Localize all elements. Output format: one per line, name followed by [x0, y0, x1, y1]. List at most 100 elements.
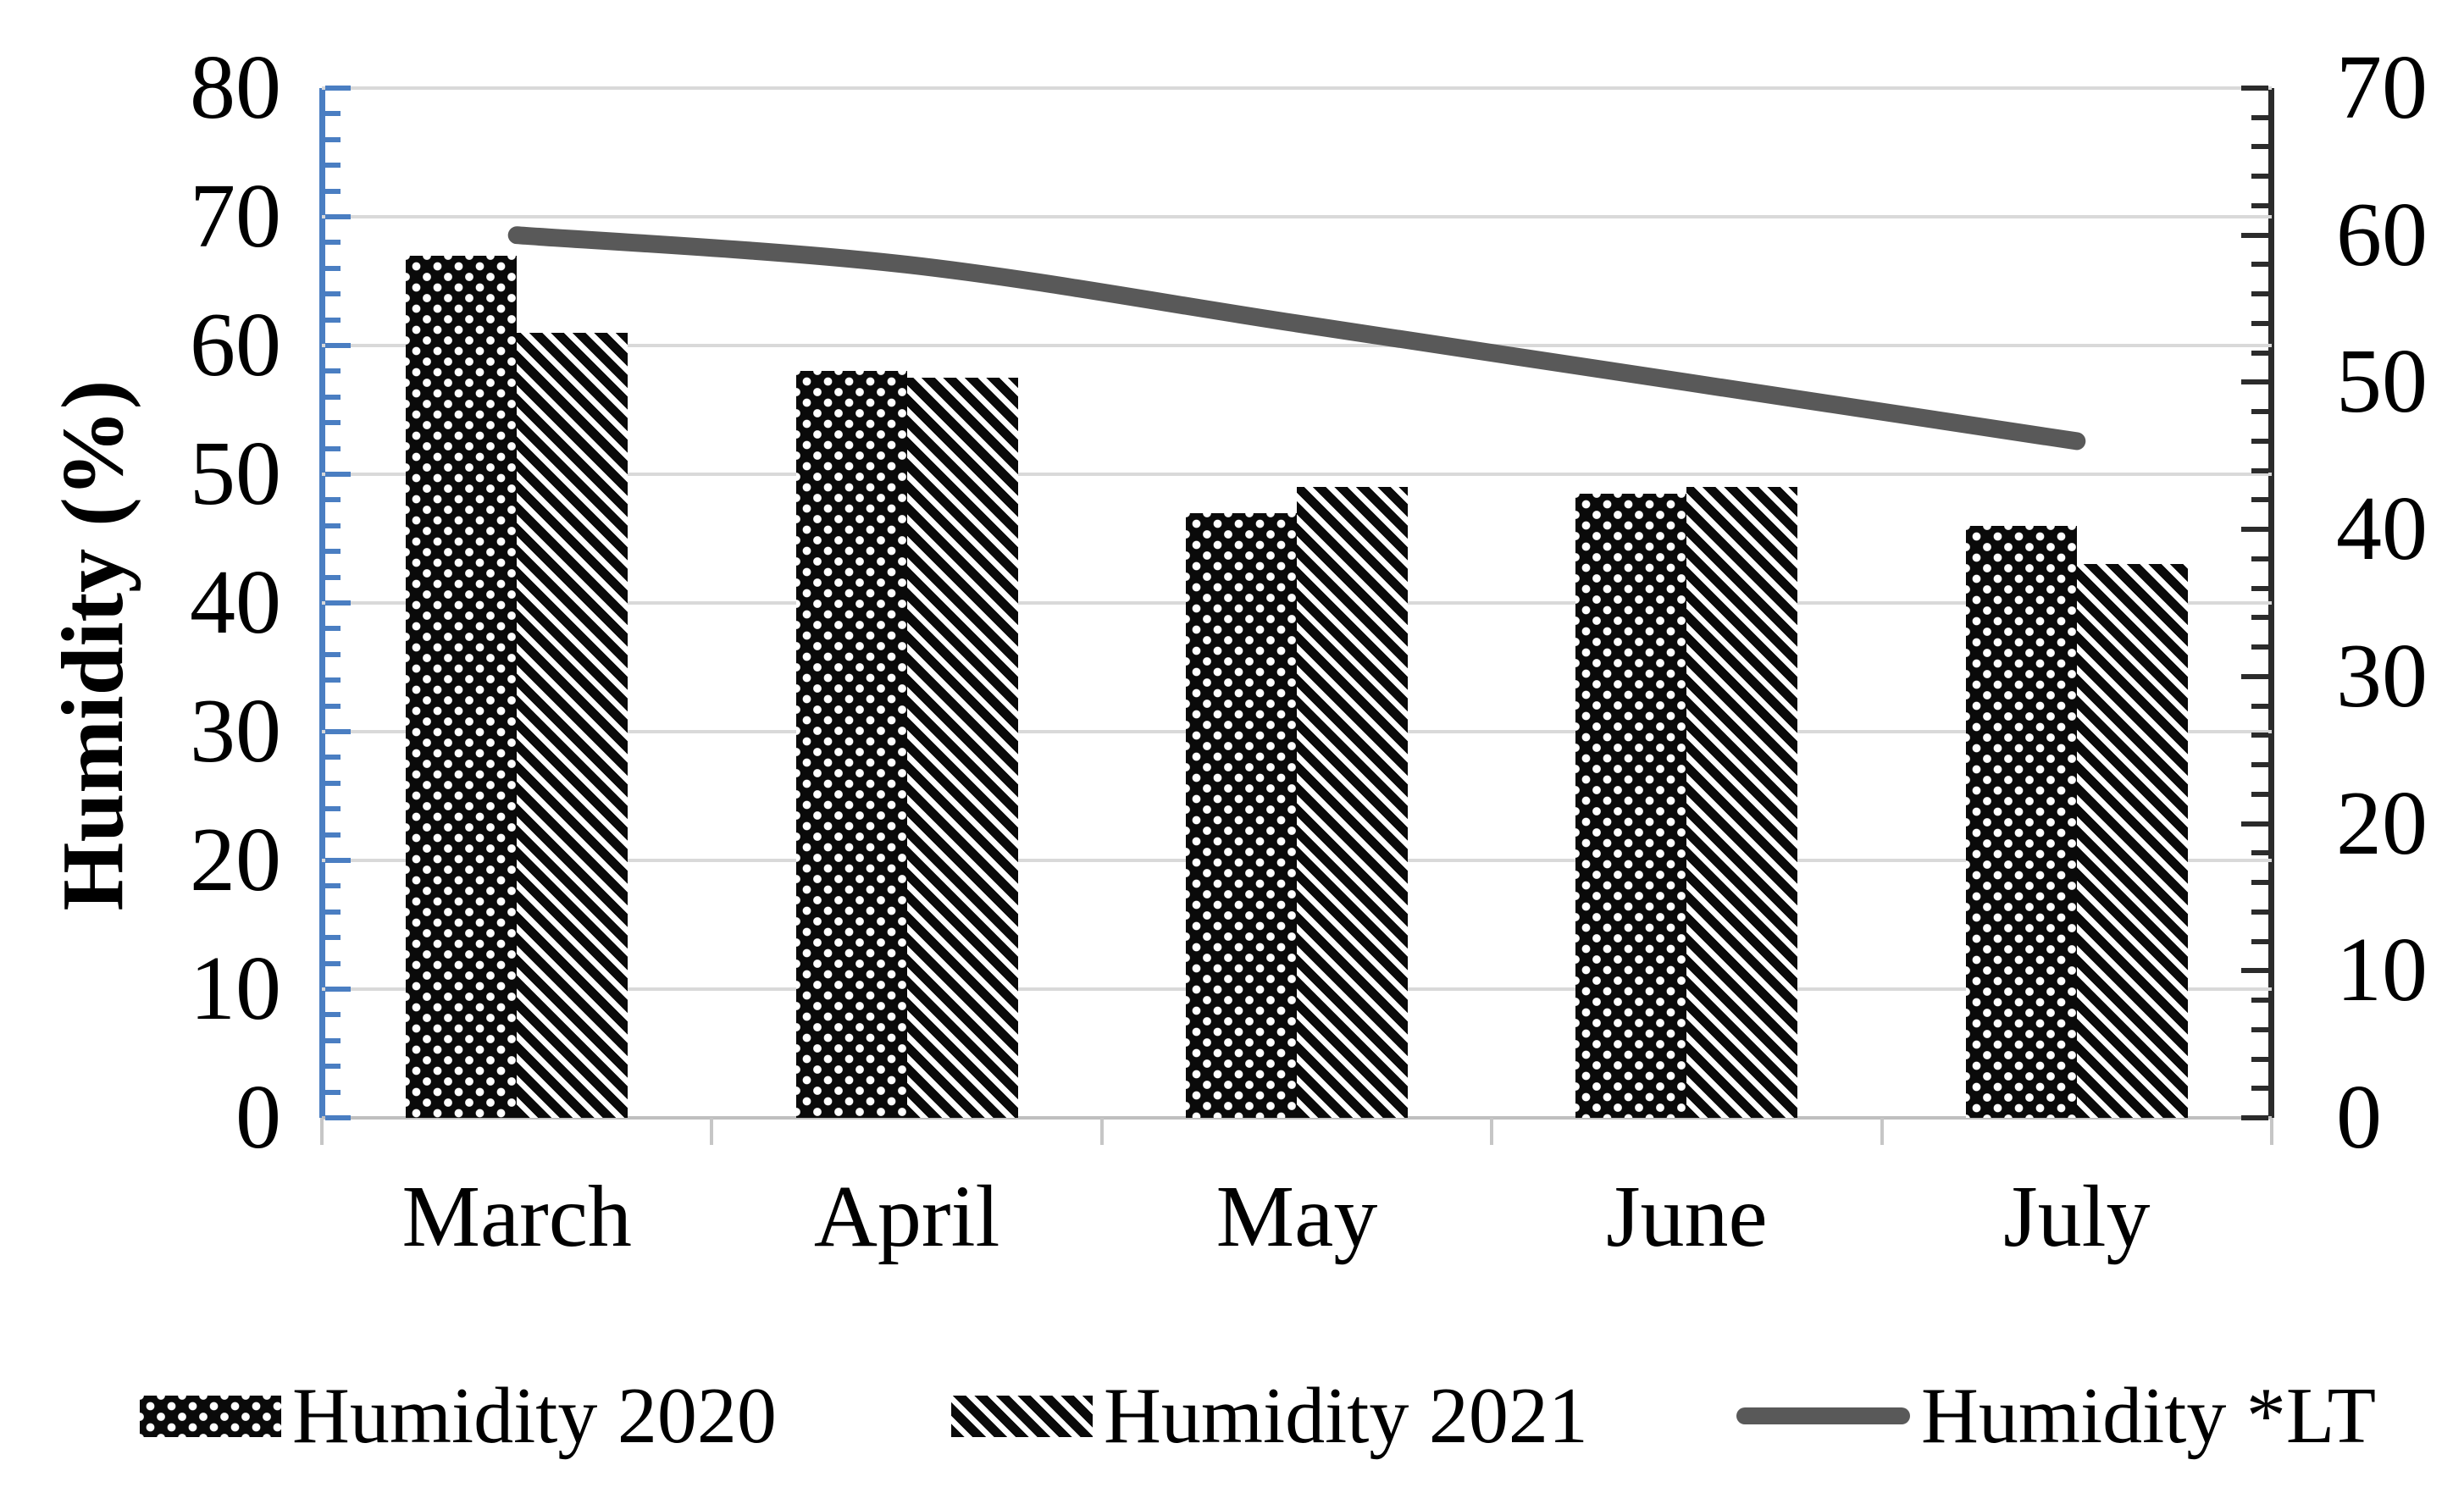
left-axis-tick-label: 60	[190, 295, 281, 395]
right-axis-minor-tick	[2251, 467, 2268, 473]
left-axis-minor-tick	[325, 420, 341, 426]
left-axis-minor-tick	[325, 755, 341, 760]
right-axis-minor-tick	[2251, 880, 2268, 886]
gridline	[322, 473, 2272, 476]
left-axis-minor-tick	[325, 291, 341, 297]
left-axis-major-tick	[325, 214, 351, 219]
left-axis-major-tick	[325, 86, 351, 91]
right-axis-minor-tick	[2251, 615, 2268, 621]
left-axis-minor-tick	[325, 497, 341, 503]
left-axis-minor-tick	[325, 188, 341, 194]
right-axis-minor-tick	[2251, 850, 2268, 856]
right-axis-tick-label: 30	[2336, 625, 2428, 727]
x-axis-category-tick	[1099, 1118, 1104, 1145]
left-axis-tick-label: 10	[190, 938, 281, 1039]
left-axis-tick-label: 30	[190, 681, 281, 782]
left-axis-minor-tick	[325, 1037, 341, 1043]
right-axis-minor-tick	[2251, 409, 2268, 415]
left-axis-tick-label: 50	[190, 423, 281, 524]
left-axis-minor-tick	[325, 317, 341, 323]
dotted-bar-swatch-icon	[140, 1395, 281, 1437]
right-axis-minor-tick	[2251, 909, 2268, 915]
gridline	[322, 86, 2272, 90]
left-axis-major-tick	[325, 600, 351, 605]
left-axis-major-tick	[325, 343, 351, 348]
right-axis-minor-tick	[2251, 703, 2268, 709]
right-axis-tick-label: 10	[2336, 920, 2428, 1021]
right-axis-major-tick	[2241, 379, 2268, 385]
left-axis-minor-tick	[325, 883, 341, 889]
left-axis-minor-tick	[325, 806, 341, 812]
right-axis-tick-label: 40	[2336, 478, 2428, 580]
right-axis-major-tick	[2241, 232, 2268, 238]
right-axis-minor-tick	[2251, 438, 2268, 444]
gridline	[322, 344, 2272, 347]
left-axis-tick-label: 80	[190, 37, 281, 138]
left-axis-minor-tick	[325, 1064, 341, 1070]
left-axis-minor-tick	[325, 111, 341, 117]
left-axis-minor-tick	[325, 780, 341, 786]
right-axis-minor-tick	[2251, 585, 2268, 591]
left-axis-minor-tick	[325, 626, 341, 632]
right-axis-tick-label: 60	[2336, 184, 2428, 285]
right-axis-tick-label: 70	[2336, 37, 2428, 138]
left-axis-minor-tick	[325, 677, 341, 683]
left-axis-minor-tick	[325, 909, 341, 915]
right-axis-major-tick	[2241, 527, 2268, 533]
bar-humidity-2020-march	[406, 255, 518, 1118]
left-axis-minor-tick	[325, 445, 341, 451]
left-axis-major-tick	[325, 858, 351, 863]
right-axis-major-tick	[2241, 821, 2268, 827]
legend-item-humidity-lt: Humidity *LT	[1736, 1372, 2376, 1460]
right-axis-minor-tick	[2251, 644, 2268, 650]
x-axis-line	[322, 1116, 2272, 1120]
right-axis-minor-tick	[2251, 144, 2268, 150]
humidity-lt-line	[507, 226, 2086, 451]
humidity-lt-line-path	[507, 226, 2086, 451]
right-axis-minor-tick	[2251, 320, 2268, 326]
x-axis-category-label: May	[1215, 1168, 1378, 1265]
left-axis-minor-tick	[325, 651, 341, 657]
x-axis-category-label: March	[401, 1168, 632, 1265]
right-axis-tick-label: 50	[2336, 331, 2428, 433]
left-axis-minor-tick	[325, 523, 341, 528]
right-axis-minor-tick	[2251, 262, 2268, 268]
line-swatch-icon	[1736, 1407, 1910, 1424]
right-axis-minor-tick	[2251, 350, 2268, 356]
legend-label: Humidity 2021	[1104, 1372, 1588, 1460]
right-axis-tick-label: 0	[2336, 1067, 2382, 1168]
x-axis-category-tick	[1880, 1118, 1884, 1145]
right-axis-minor-tick	[2251, 174, 2268, 180]
bar-humidity-2020-april	[795, 371, 907, 1118]
right-axis-major-tick	[2241, 1115, 2268, 1120]
bar-humidity-2020-july	[1965, 525, 2077, 1118]
x-axis-category-tick	[2270, 1118, 2273, 1145]
right-axis-minor-tick	[2251, 202, 2268, 208]
right-axis-minor-tick	[2251, 291, 2268, 297]
right-axis-major-tick	[2241, 673, 2268, 679]
left-axis-tick-label: 0	[235, 1067, 281, 1168]
left-axis-minor-tick	[325, 549, 341, 555]
right-axis-minor-tick	[2251, 114, 2268, 120]
left-axis-minor-tick	[325, 136, 341, 142]
right-axis-minor-tick	[2251, 1026, 2268, 1032]
bar-humidity-2021-june	[1686, 487, 1798, 1118]
legend-label: Humidity *LT	[1921, 1372, 2377, 1460]
left-axis-minor-tick	[325, 163, 341, 169]
hatched-bar-swatch-icon	[951, 1395, 1093, 1437]
bar-humidity-2021-april	[906, 378, 1018, 1118]
bar-humidity-2020-june	[1575, 493, 1687, 1118]
right-axis-major-tick	[2241, 86, 2268, 91]
x-axis-category-tick	[320, 1118, 324, 1145]
x-axis-category-label: June	[1606, 1168, 1768, 1265]
left-axis-major-tick	[325, 472, 351, 477]
left-axis-tick-label: 20	[190, 810, 281, 910]
left-axis-minor-tick	[325, 265, 341, 271]
bar-humidity-2021-july	[2076, 564, 2188, 1118]
right-axis-minor-tick	[2251, 733, 2268, 738]
right-axis-minor-tick	[2251, 497, 2268, 503]
left-axis-major-tick	[325, 1115, 351, 1120]
bar-humidity-2021-march	[517, 332, 628, 1118]
bar-humidity-2020-may	[1186, 512, 1297, 1118]
